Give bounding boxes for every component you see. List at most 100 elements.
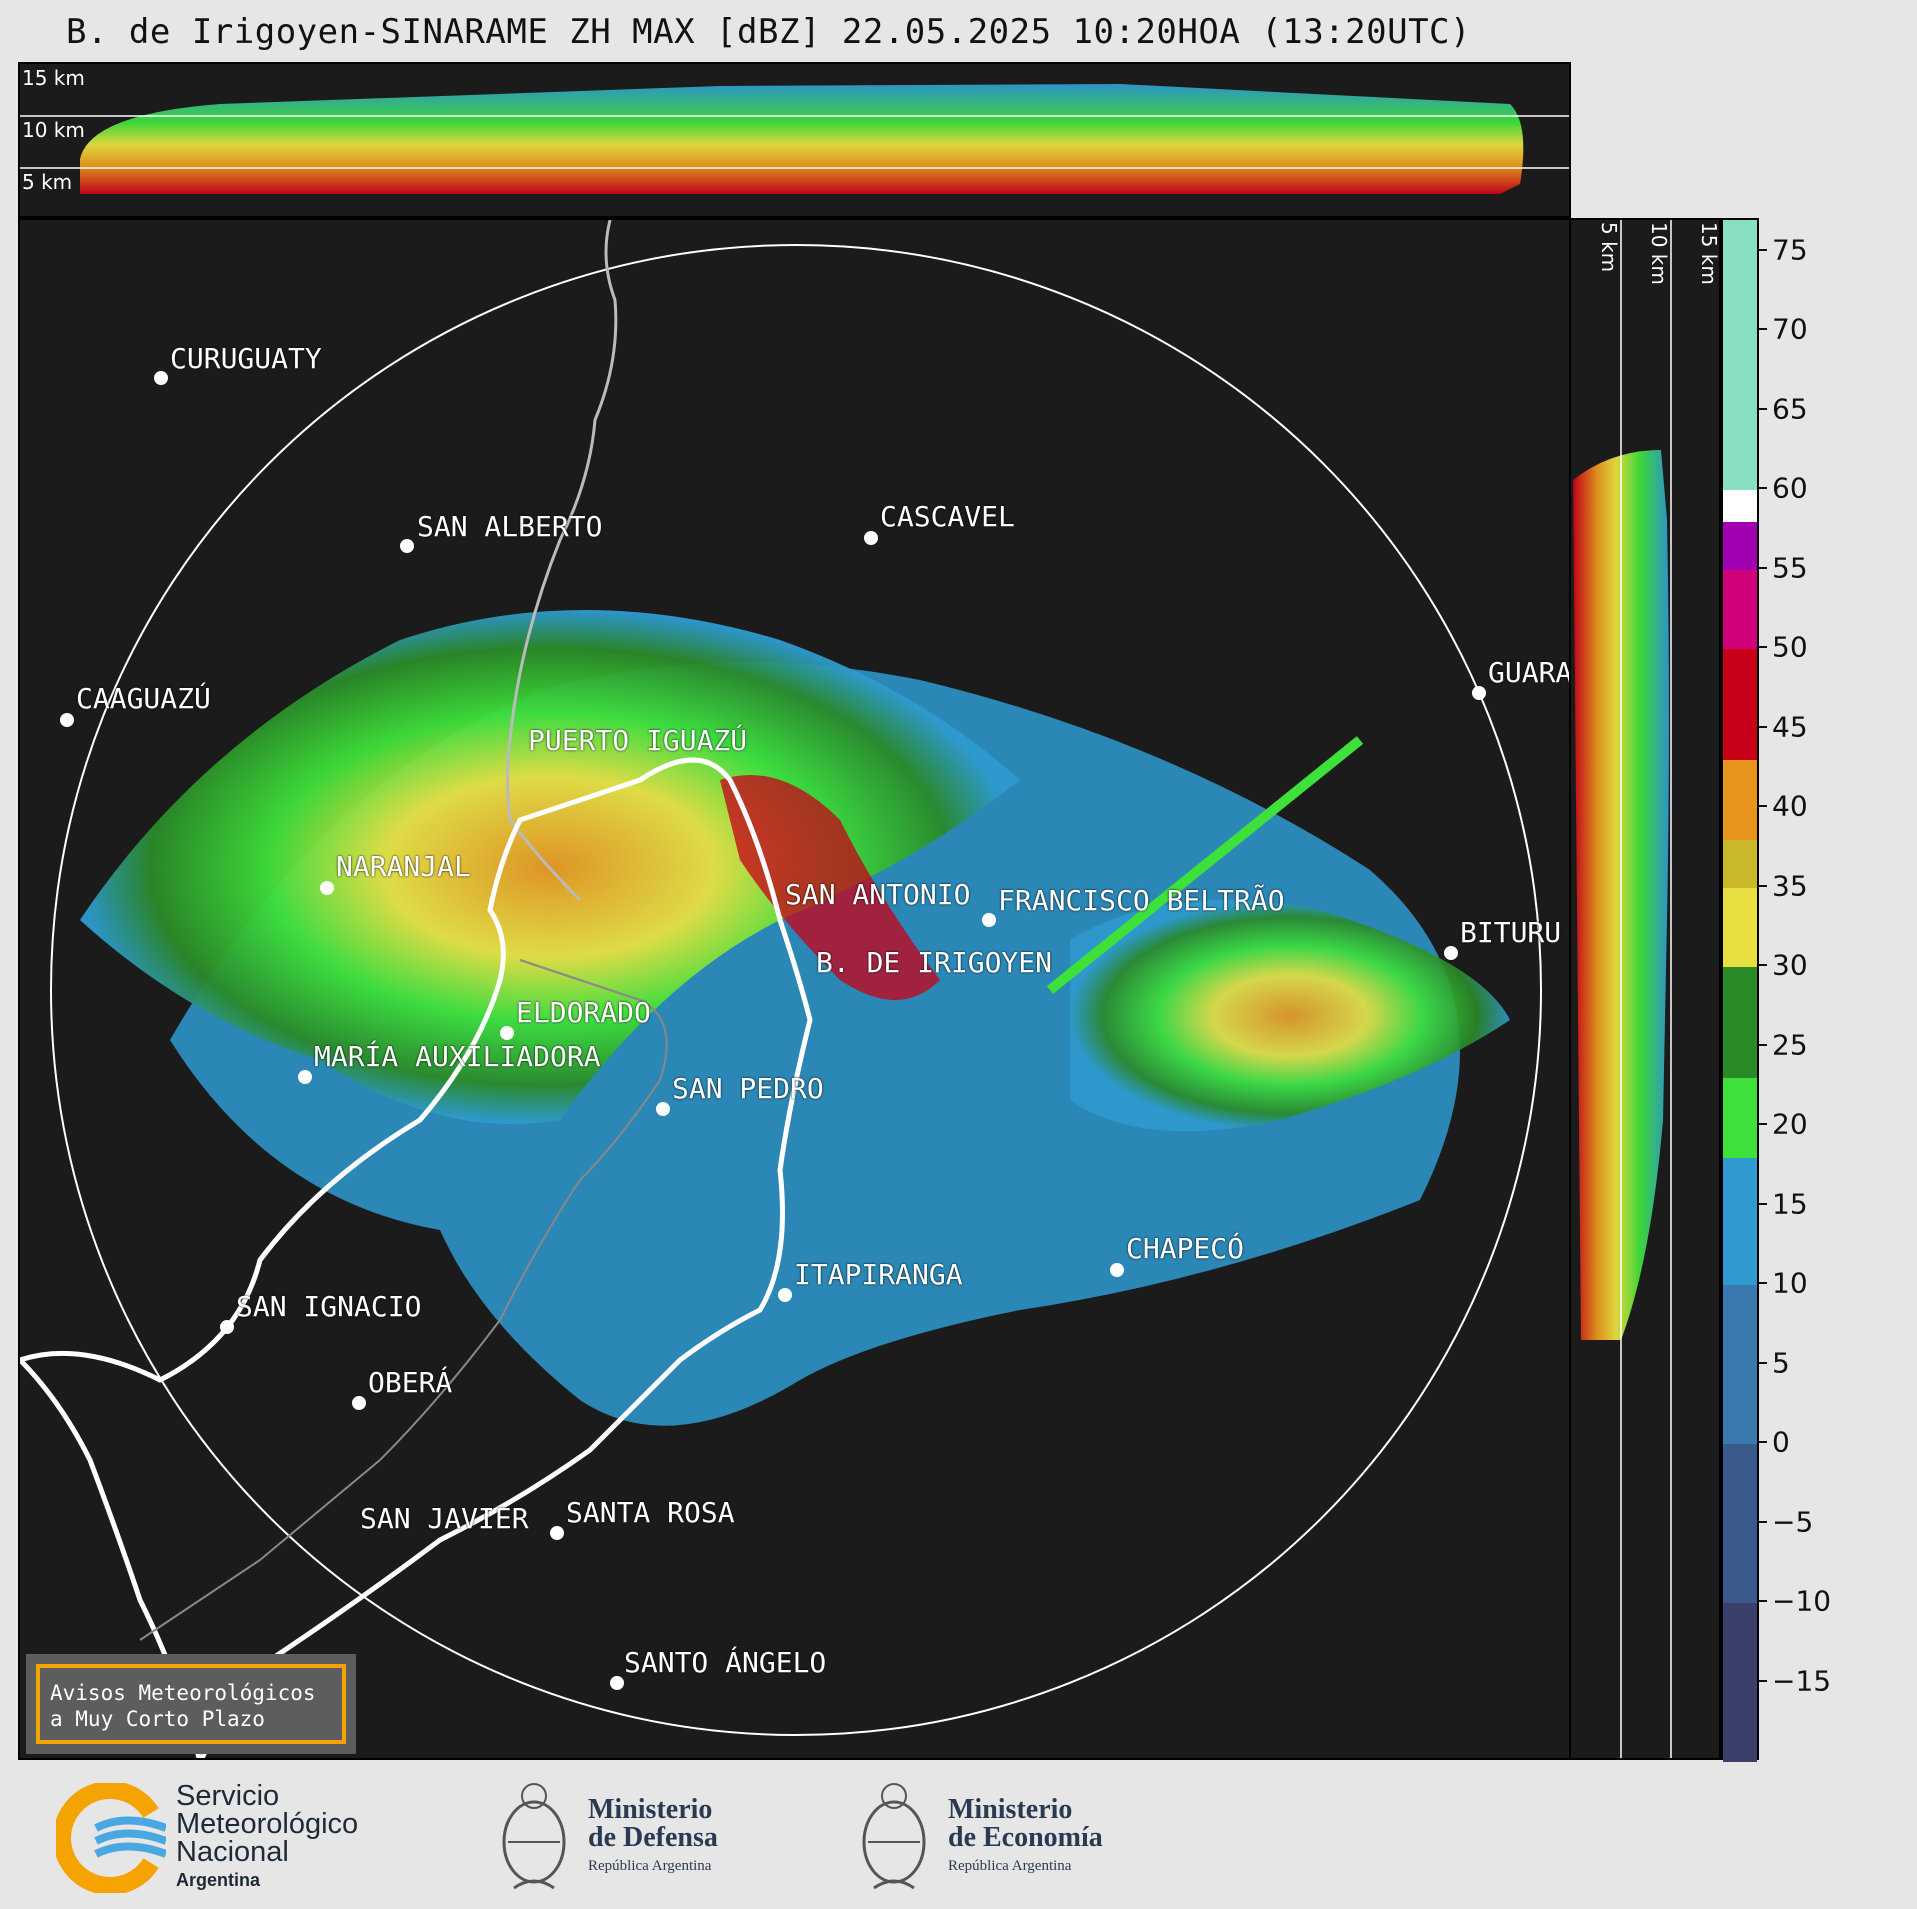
colorbar-tick-label: 15	[1772, 1187, 1808, 1221]
colorbar-band	[1723, 1157, 1757, 1286]
colorbar-tick	[1759, 884, 1767, 887]
colorbar-band	[1723, 1444, 1757, 1604]
colorbar-tick	[1759, 646, 1767, 649]
economia-line3: República Argentina	[948, 1858, 1072, 1874]
colorbar-tick-label: 25	[1772, 1028, 1808, 1062]
city-label-chapeco: CHAPECÓ	[1126, 1232, 1245, 1265]
colorbar-band	[1723, 220, 1757, 491]
colorbar-band	[1723, 1078, 1757, 1158]
city-dot-obera	[352, 1396, 366, 1410]
colorbar-tick	[1759, 1600, 1767, 1603]
city-dot-eldorado	[500, 1026, 514, 1040]
colorbar	[1721, 218, 1759, 1762]
colorbar-tick-label: 40	[1772, 789, 1808, 823]
city-label-francisco-beltrao: FRANCISCO BELTRÃO	[998, 884, 1285, 917]
colorbar-tick-label: 65	[1772, 392, 1808, 426]
defensa-line3: República Argentina	[588, 1858, 712, 1874]
warning-inner: Avisos Meteorológicos a Muy Corto Plazo	[36, 1664, 346, 1744]
warning-line1: Avisos Meteorológicos	[50, 1681, 316, 1705]
right-cross-section: 5 km 10 km 15 km	[1569, 218, 1721, 1760]
city-label-san-alberto: SAN ALBERTO	[417, 510, 603, 543]
defensa-line1: Ministerio	[588, 1794, 713, 1825]
colorbar-tick-label: −10	[1772, 1584, 1832, 1618]
city-dot-chapeco	[1110, 1263, 1124, 1277]
city-label-santo-angelo: SANTO ÁNGELO	[624, 1646, 827, 1679]
city-label-cascavel: CASCAVEL	[880, 500, 1015, 533]
colorbar-tick	[1759, 1441, 1767, 1444]
defensa-coat-of-arms-icon	[502, 1783, 566, 1890]
colorbar-tick	[1759, 407, 1767, 410]
colorbar-band	[1723, 569, 1757, 650]
colorbar-tick	[1759, 1361, 1767, 1364]
city-dot-naranjal	[320, 881, 334, 895]
city-label-bituru: BITURU	[1460, 916, 1562, 949]
city-label-obera: OBERÁ	[368, 1366, 453, 1399]
city-dot-cascavel	[864, 531, 878, 545]
city-label-san-javier: SAN JAVIER	[360, 1502, 529, 1535]
colorbar-band	[1723, 887, 1757, 968]
colorbar-tick-label: 70	[1772, 312, 1808, 346]
colorbar-tick-label: 45	[1772, 710, 1808, 744]
colorbar-tick-label: −5	[1772, 1505, 1814, 1539]
right-5km-label: 5 km	[1597, 222, 1621, 273]
colorbar-band	[1723, 839, 1757, 888]
top-5km-label: 5 km	[22, 170, 73, 194]
smn-logo: Servicio Meteorológico Nacional Argentin…	[56, 1778, 358, 1898]
city-dot-santa-rosa	[550, 1526, 564, 1540]
city-dot-itapiranga	[778, 1288, 792, 1302]
defensa-logo: Ministerio de Defensa República Argentin…	[494, 1778, 718, 1898]
city-label-caaguazu: CAAGUAZÚ	[76, 682, 211, 715]
city-label-eldorado: ELDORADO	[516, 996, 651, 1029]
colorbar-tick	[1759, 1123, 1767, 1126]
colorbar-tick	[1759, 725, 1767, 728]
economia-text: Ministerio de Economía República Argenti…	[948, 1796, 1103, 1880]
city-label-san-antonio: SAN ANTONIO	[785, 878, 971, 911]
city-dot-san-alberto	[400, 539, 414, 553]
right-10km-label: 10 km	[1647, 222, 1671, 285]
city-label-curuguaty: CURUGUATY	[170, 342, 322, 375]
city-label-santa-rosa: SANTA ROSA	[566, 1496, 735, 1529]
colorbar-band	[1723, 649, 1757, 761]
colorbar-tick	[1759, 964, 1767, 967]
colorbar-tick	[1759, 566, 1767, 569]
defensa-text: Ministerio de Defensa República Argentin…	[588, 1796, 718, 1880]
economia-line1: Ministerio	[948, 1794, 1073, 1825]
colorbar-tick	[1759, 805, 1767, 808]
radar-map: CURUGUATY SAN ALBERTO CASCAVEL CAAGUAZÚ …	[18, 218, 1571, 1760]
colorbar-tick	[1759, 1202, 1767, 1205]
defensa-line2: de Defensa	[588, 1822, 718, 1853]
top-cross-section-echo	[20, 84, 1569, 194]
colorbar-tick-label: 20	[1772, 1107, 1808, 1141]
colorbar-tick-label: 60	[1772, 471, 1808, 505]
colorbar-tick	[1759, 1520, 1767, 1523]
economia-line2: de Economía	[948, 1822, 1103, 1853]
colorbar-tick-label: 5	[1772, 1346, 1790, 1380]
smn-text: Servicio Meteorológico Nacional Argentin…	[176, 1782, 358, 1894]
city-dot-guara	[1472, 686, 1486, 700]
colorbar-tick-label: 30	[1772, 948, 1808, 982]
colorbar-tick-label: 10	[1772, 1266, 1808, 1300]
city-label-san-ignacio: SAN IGNACIO	[236, 1290, 422, 1323]
map-title: B. de Irigoyen-SINARAME ZH MAX [dBZ] 22.…	[66, 12, 1471, 52]
city-dot-san-ignacio	[220, 1320, 234, 1334]
radar-echo-layer	[20, 220, 1542, 1758]
city-dot-santo-angelo	[610, 1676, 624, 1690]
colorbar-tick-label: 75	[1772, 233, 1808, 267]
top-15km-label: 15 km	[22, 66, 85, 90]
smn-emblem-icon	[56, 1783, 166, 1893]
smn-line3: Nacional	[176, 1836, 289, 1868]
city-dot-caaguazu	[60, 713, 74, 727]
city-dot-maria-auxiliadora	[298, 1070, 312, 1084]
colorbar-band	[1723, 522, 1757, 570]
top-10km-label: 10 km	[22, 118, 85, 142]
colorbar-tick	[1759, 1043, 1767, 1046]
city-dot-bituru	[1444, 946, 1458, 960]
colorbar-band	[1723, 1603, 1757, 1762]
city-dot-curuguaty	[154, 371, 168, 385]
economia-logo: Ministerio de Economía República Argenti…	[854, 1778, 1103, 1898]
colorbar-tick-label: 35	[1772, 869, 1808, 903]
right-cross-section-echo	[1573, 220, 1672, 1758]
economia-coat-of-arms-icon	[862, 1783, 926, 1890]
city-dot-san-pedro	[656, 1102, 670, 1116]
colorbar-tick	[1759, 1679, 1767, 1682]
